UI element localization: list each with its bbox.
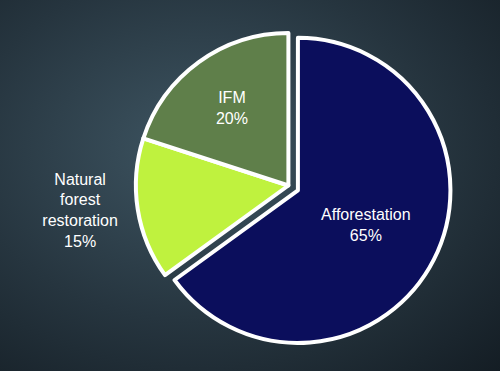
svg-text:Naturalforestrestoration15%: Naturalforestrestoration15% bbox=[42, 171, 118, 250]
svg-text:Afforestation65%: Afforestation65% bbox=[321, 206, 411, 244]
svg-text:IFM20%: IFM20% bbox=[216, 89, 248, 127]
